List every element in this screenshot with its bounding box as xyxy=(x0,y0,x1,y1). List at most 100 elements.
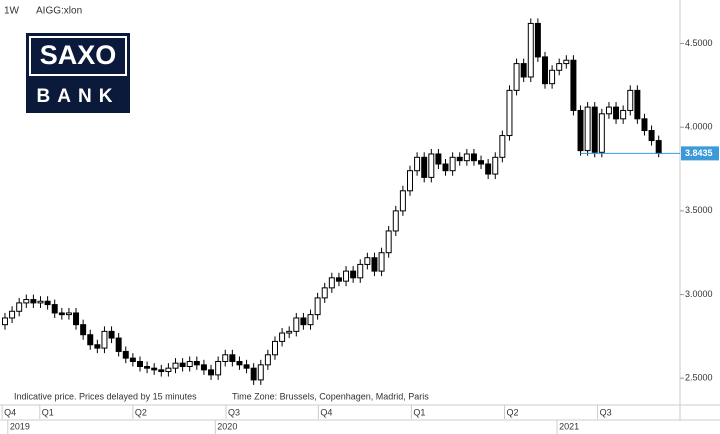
candle-body xyxy=(300,317,307,326)
interval[interactable]: 1W xyxy=(4,6,20,17)
candle-body xyxy=(65,312,72,316)
candle-body xyxy=(648,130,655,142)
x-tick-label: Q1 xyxy=(413,407,425,417)
y-tick-label: 2.5000 xyxy=(685,373,713,383)
candle-body xyxy=(122,350,129,359)
candle-body xyxy=(584,106,591,152)
candle-body xyxy=(470,153,477,162)
candle-body xyxy=(286,330,293,334)
timezone: Time Zone: Brussels, Copenhagen, Madrid,… xyxy=(232,391,429,401)
candle-body xyxy=(16,302,23,312)
candle-body xyxy=(44,300,51,306)
candle-body xyxy=(271,340,278,356)
candle-body xyxy=(442,163,449,172)
candle-body xyxy=(414,156,421,172)
y-tick-label: 4.5000 xyxy=(685,38,713,48)
candle-body xyxy=(371,257,378,272)
candle-body xyxy=(250,367,257,381)
candle-body xyxy=(51,304,58,314)
y-tick-label: 3.5000 xyxy=(685,205,713,215)
candle-body xyxy=(620,109,627,120)
x-tick-label: Q1 xyxy=(42,407,54,417)
logo-top: SAXO xyxy=(40,40,117,70)
y-tick-label: 3.0000 xyxy=(685,289,713,299)
candle-body xyxy=(257,364,264,381)
candle-body xyxy=(549,69,556,85)
candle-body xyxy=(527,22,534,78)
candle-body xyxy=(520,63,527,78)
candle-body xyxy=(563,59,570,65)
candle-body xyxy=(215,360,222,376)
candle-body xyxy=(534,22,541,58)
candle-body xyxy=(456,156,463,162)
candle-body xyxy=(208,369,215,376)
candle-body xyxy=(186,360,193,368)
candle-body xyxy=(627,89,634,111)
candle-body xyxy=(179,362,186,368)
candle-body xyxy=(314,297,321,316)
candle-body xyxy=(200,364,207,371)
candle-body xyxy=(151,367,158,371)
candle-body xyxy=(321,287,328,299)
candle-body xyxy=(172,362,179,369)
candle-body xyxy=(577,109,584,152)
logo-frame xyxy=(29,36,127,76)
candle-body xyxy=(158,369,165,373)
candle-body xyxy=(463,153,470,162)
candle-body xyxy=(279,332,286,342)
candle-body xyxy=(407,170,413,192)
candle-body xyxy=(193,360,200,366)
candle-body xyxy=(605,106,612,115)
candle-body xyxy=(307,314,314,326)
candle-body xyxy=(343,270,350,282)
candle-body xyxy=(30,299,37,304)
logo-bottom: BANK xyxy=(37,86,120,107)
candle-body xyxy=(591,106,598,153)
candle-body xyxy=(506,89,513,137)
candle-body xyxy=(58,312,65,316)
last-price-label: 3.8435 xyxy=(685,148,713,158)
candle-body xyxy=(80,324,87,336)
candle-body xyxy=(94,344,101,349)
candle-body xyxy=(115,337,122,352)
candle-body xyxy=(357,263,364,279)
candle-body xyxy=(485,163,492,175)
candle-body xyxy=(428,153,435,178)
candle-body xyxy=(449,156,456,172)
candle-body xyxy=(222,354,229,362)
candle-body xyxy=(542,56,548,85)
logo: SAXO BANK xyxy=(26,33,130,113)
candle-body xyxy=(392,210,399,232)
x-tick-label: Q3 xyxy=(600,407,612,417)
candle-body xyxy=(101,330,108,349)
candle-body xyxy=(641,118,648,132)
candle-body xyxy=(165,367,172,373)
candle-body xyxy=(23,299,30,304)
candle-body xyxy=(229,354,236,362)
symbol: AIGG:xlon xyxy=(36,6,82,17)
x-tick-label: Q4 xyxy=(4,407,16,417)
candle-body xyxy=(335,277,342,282)
candle-body xyxy=(243,364,250,369)
x-tick-label: Q2 xyxy=(506,407,518,417)
x-tick-label: Q3 xyxy=(228,407,240,417)
candle-body xyxy=(613,106,620,120)
candle-body xyxy=(570,59,577,111)
candle-body xyxy=(499,135,506,158)
candle-body xyxy=(435,153,442,165)
candle-body xyxy=(136,360,143,368)
candle-body xyxy=(350,270,357,279)
candle-body xyxy=(129,357,136,362)
candle-body xyxy=(144,366,151,369)
year-tick-label: 2019 xyxy=(10,421,30,431)
candle-body xyxy=(421,156,428,178)
year-tick-label: 2021 xyxy=(559,421,579,431)
candle-body xyxy=(492,156,499,175)
candle-body xyxy=(598,113,605,153)
candle-body xyxy=(655,140,662,154)
candle-body xyxy=(385,230,392,254)
candle-body xyxy=(378,252,385,272)
candle-body xyxy=(293,317,300,332)
last-price-box xyxy=(681,146,719,161)
